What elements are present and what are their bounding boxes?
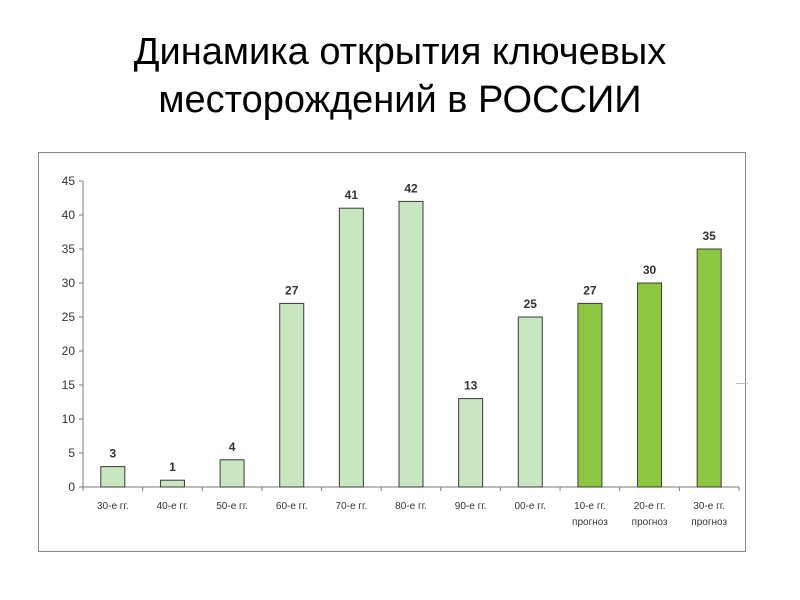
slide-title-line-1: Динамика открытия ключевых	[133, 31, 667, 73]
x-category-label: 80-е гг.	[395, 501, 427, 512]
bar-value-label: 13	[464, 379, 478, 393]
y-tick-label: 5	[68, 446, 75, 460]
x-category-label: 90-е гг.	[455, 501, 487, 512]
bar-value-label: 42	[404, 181, 418, 195]
bar	[517, 316, 543, 488]
y-tick-label: 0	[68, 480, 75, 494]
bar	[398, 200, 424, 488]
chart-frame: 0 5 10 15 20 25 30 35 40 45 3 30-е гг. 1 40-е гг. 4 50-…	[38, 152, 746, 552]
x-category-label: 10-е гг.	[574, 501, 606, 512]
bar-value-label: 35	[703, 229, 717, 243]
x-category-label: 70-е гг.	[336, 501, 368, 512]
bar-value-label: 25	[524, 297, 538, 311]
bar-forecast	[696, 248, 722, 488]
x-category-label: 20-е гг.	[634, 501, 666, 512]
x-category-label: прогноз	[572, 517, 608, 528]
slide-title-line-2: месторождений в РОССИИ	[158, 79, 642, 121]
y-tick-label: 40	[62, 208, 76, 222]
bar-forecast	[577, 302, 603, 488]
bar	[219, 459, 245, 488]
bar	[159, 479, 185, 488]
x-category-label: прогноз	[691, 517, 727, 528]
bar-value-label: 3	[109, 447, 116, 461]
y-tick-label: 30	[62, 276, 76, 290]
y-tick-label: 25	[62, 310, 76, 324]
y-tick-label: 20	[62, 344, 76, 358]
bar-chart: 0 5 10 15 20 25 30 35 40 45 3 30-е гг. 1 40-е гг. 4 50-…	[62, 174, 740, 528]
x-category-label: прогноз	[632, 517, 668, 528]
y-tick-label: 10	[62, 412, 76, 426]
bar-value-label: 4	[229, 440, 236, 454]
x-category-label: 40-е гг.	[157, 501, 189, 512]
x-category-label: 30-е гг.	[693, 501, 725, 512]
bar-value-label: 30	[643, 263, 657, 277]
bar-value-label: 1	[169, 460, 176, 474]
bar-value-label: 27	[583, 283, 597, 297]
bar	[279, 302, 305, 488]
x-category-label: 30-е гг.	[97, 501, 129, 512]
bar-value-label: 27	[285, 283, 299, 297]
y-tick-label: 15	[62, 378, 76, 392]
slide-title: Динамика открытия ключевых месторождений…	[0, 28, 800, 124]
x-category-label: 00-е гг.	[514, 501, 546, 512]
y-tick-label: 35	[62, 242, 76, 256]
bar	[338, 207, 364, 488]
bar	[100, 466, 126, 488]
bar-value-label: 41	[345, 188, 359, 202]
side-tick-mark	[736, 383, 748, 384]
x-category-label: 50-е гг.	[216, 501, 248, 512]
bar-forecast	[637, 282, 663, 488]
bar	[458, 398, 484, 488]
x-category-label: 60-е гг.	[276, 501, 308, 512]
y-tick-label: 45	[62, 174, 76, 188]
